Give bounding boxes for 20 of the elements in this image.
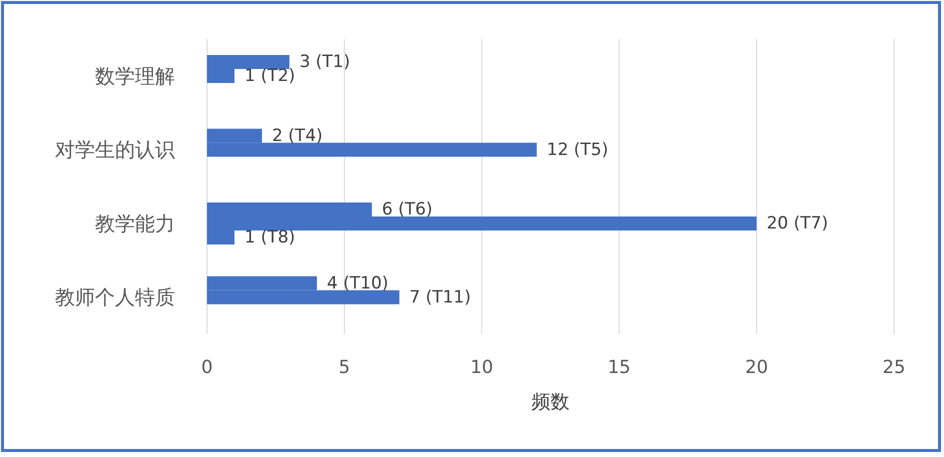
y-tick-label: 教学能力 — [95, 211, 175, 236]
y-tick-label: 数学理解 — [95, 64, 175, 88]
y-tick-label: 对学生的认识 — [55, 138, 175, 162]
data-label: 7 (T11) — [409, 287, 471, 308]
data-label: 3 (T1) — [299, 52, 350, 72]
x-tick-label: 25 — [882, 356, 906, 378]
x-tick-label: 0 — [201, 356, 213, 378]
data-label: 20 (T7) — [766, 214, 828, 234]
y-tick-label: 教师个人特质 — [55, 285, 175, 310]
x-tick-label: 20 — [745, 356, 768, 378]
data-label: 1 (T2) — [244, 66, 296, 86]
data-label: 4 (T10) — [326, 273, 388, 294]
x-tick-label: 15 — [608, 356, 631, 378]
x-tick-label: 5 — [338, 356, 350, 378]
x-axis-title: 频数 — [532, 391, 570, 413]
data-label: 2 (T4) — [272, 126, 323, 146]
data-label: 12 (T5) — [546, 140, 608, 160]
data-label: 1 (T8) — [244, 228, 296, 248]
data-label: 6 (T6) — [382, 200, 433, 220]
x-tick-label: 10 — [470, 356, 494, 378]
